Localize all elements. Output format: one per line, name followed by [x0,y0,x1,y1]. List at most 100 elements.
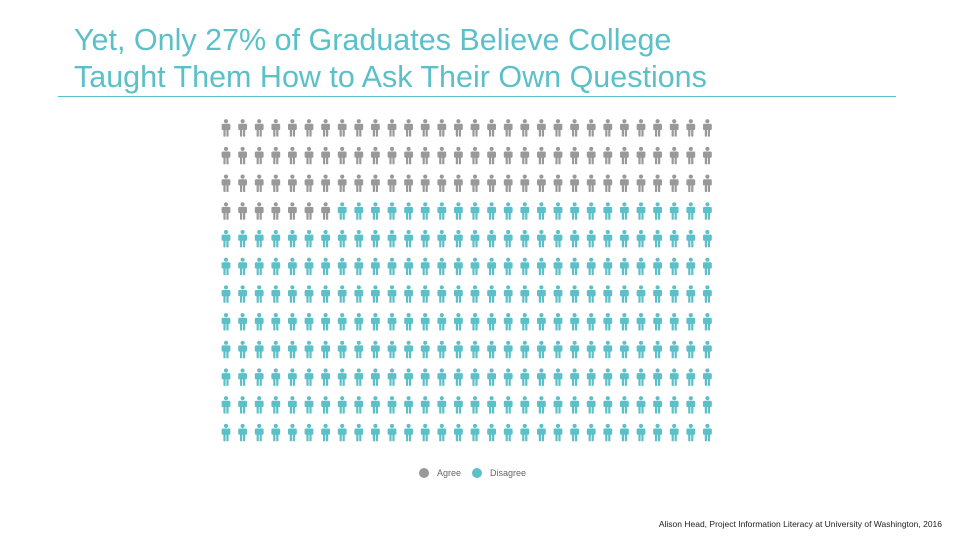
person-icon-disagree [321,313,330,331]
person-icon-agree [586,146,596,165]
person-icon-agree [537,174,546,192]
person-icon-disagree [537,285,546,303]
person-icon-disagree [420,229,430,248]
person-icon-disagree [520,285,530,303]
person-icon-agree [337,174,347,192]
person-icon-disagree [454,313,463,331]
person-icon-disagree [437,202,447,220]
person-icon-disagree [304,368,314,386]
person-icon-disagree [620,202,629,220]
person-icon-disagree [470,229,480,248]
person-icon-disagree [437,340,447,359]
person-icon-agree [620,174,629,192]
person-icon-agree [570,119,579,137]
person-icon-disagree [221,340,231,359]
person-icon-agree [553,119,563,137]
person-icon-agree [520,174,530,192]
person-icon-disagree [520,368,530,386]
person-icon-disagree [420,368,430,386]
person-icon-disagree [570,396,579,414]
person-icon-disagree [271,396,281,414]
person-icon-disagree [337,313,347,331]
person-icon-disagree [537,340,546,359]
person-icon-disagree [553,396,563,414]
person-icon-disagree [636,257,646,276]
person-icon-disagree [603,396,613,414]
person-icon-disagree [221,368,231,386]
person-icon-agree [371,119,380,137]
person-icon-disagree [254,368,264,386]
person-icon-agree [404,146,413,165]
person-icon-agree [337,146,347,165]
person-icon-disagree [537,423,546,442]
person-icon-agree [653,119,662,137]
person-icon-disagree [570,229,579,248]
person-icon-disagree [304,229,314,248]
person-icon-agree [238,202,247,220]
person-icon-agree [371,174,380,192]
person-icon-agree [570,146,579,165]
person-icon-disagree [570,257,579,276]
person-icon-agree [586,119,596,137]
person-icon-disagree [503,423,513,442]
person-icon-disagree [371,396,380,414]
person-icon-disagree [238,423,247,442]
person-icon-agree [321,174,330,192]
person-icon-disagree [636,285,646,303]
person-icon-agree [271,174,281,192]
person-icon-disagree [703,368,712,386]
person-icon-disagree [404,285,413,303]
person-icon-disagree [354,340,364,359]
person-icon-disagree [321,368,330,386]
person-icon-disagree [304,396,314,414]
person-icon-agree [437,119,447,137]
person-icon-disagree [703,423,712,442]
person-icon-agree [371,146,380,165]
person-icon-agree [503,146,513,165]
person-icon-disagree [437,423,447,442]
person-icon-disagree [238,229,247,248]
person-icon-disagree [653,285,662,303]
person-icon-disagree [254,396,264,414]
person-icon-disagree [420,285,430,303]
person-icon-disagree [487,313,496,331]
person-icon-agree [404,174,413,192]
person-icon-disagree [620,396,629,414]
person-icon-disagree [387,229,397,248]
person-icon-agree [487,119,496,137]
person-icon-agree [703,146,712,165]
person-icon-disagree [371,368,380,386]
legend-label-agree: Agree [437,468,461,478]
person-icon-disagree [636,423,646,442]
person-icon-disagree [288,285,297,303]
person-icon-disagree [337,340,347,359]
chart-legend: Agree Disagree [419,468,526,478]
person-icon-disagree [454,368,463,386]
person-icon-disagree [221,396,231,414]
person-icon-disagree [586,368,596,386]
person-icon-disagree [553,340,563,359]
person-icon-disagree [686,313,696,331]
person-icon-disagree [470,340,480,359]
person-icon-disagree [553,257,563,276]
person-icon-disagree [404,257,413,276]
person-icon-disagree [586,285,596,303]
person-icon-agree [653,146,662,165]
person-icon-agree [636,174,646,192]
person-icon-agree [304,202,314,220]
person-icon-agree [387,119,397,137]
person-icon-disagree [387,396,397,414]
person-icon-disagree [354,229,364,248]
person-icon-agree [603,119,613,137]
legend-label-disagree: Disagree [490,468,526,478]
person-icon-agree [454,146,463,165]
person-icon-disagree [470,423,480,442]
person-icon-disagree [304,423,314,442]
person-icon-disagree [653,340,662,359]
person-icon-disagree [570,423,579,442]
person-icon-agree [669,174,679,192]
person-icon-disagree [221,423,231,442]
person-icon-disagree [371,257,380,276]
person-icon-disagree [271,368,281,386]
